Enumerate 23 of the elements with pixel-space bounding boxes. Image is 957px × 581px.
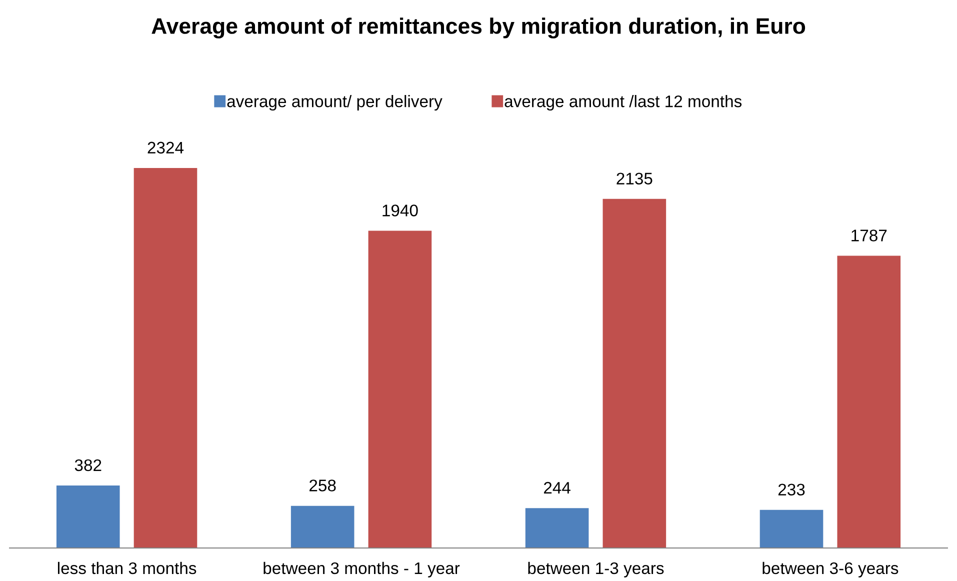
bar bbox=[290, 506, 354, 548]
chart-title: Average amount of remittances by migration duration, in Euro bbox=[152, 18, 806, 38]
data-label: 258 bbox=[310, 480, 336, 492]
legend-label: average amount/ per delivery bbox=[227, 95, 442, 111]
bar bbox=[368, 230, 432, 548]
bar bbox=[525, 508, 589, 548]
bar bbox=[134, 168, 198, 548]
data-label: 2135 bbox=[616, 172, 652, 184]
x-tick-label: less than 3 months bbox=[58, 562, 196, 574]
legend-label: average amount /last 12 months bbox=[504, 95, 742, 111]
data-label: 2324 bbox=[148, 142, 184, 154]
bar bbox=[837, 256, 901, 548]
x-tick-label: between 1-3 years bbox=[528, 562, 664, 578]
data-label: 1940 bbox=[382, 204, 418, 216]
data-label: 1787 bbox=[852, 230, 887, 242]
x-tick-label: between 3-6 years bbox=[762, 562, 898, 578]
bar bbox=[602, 198, 666, 548]
bar bbox=[56, 486, 120, 548]
data-label: 233 bbox=[778, 484, 805, 496]
data-label: 382 bbox=[74, 459, 102, 472]
bar bbox=[760, 510, 824, 548]
x-tick-label: between 3 months - 1 year bbox=[264, 562, 460, 578]
data-label: 244 bbox=[544, 482, 570, 494]
